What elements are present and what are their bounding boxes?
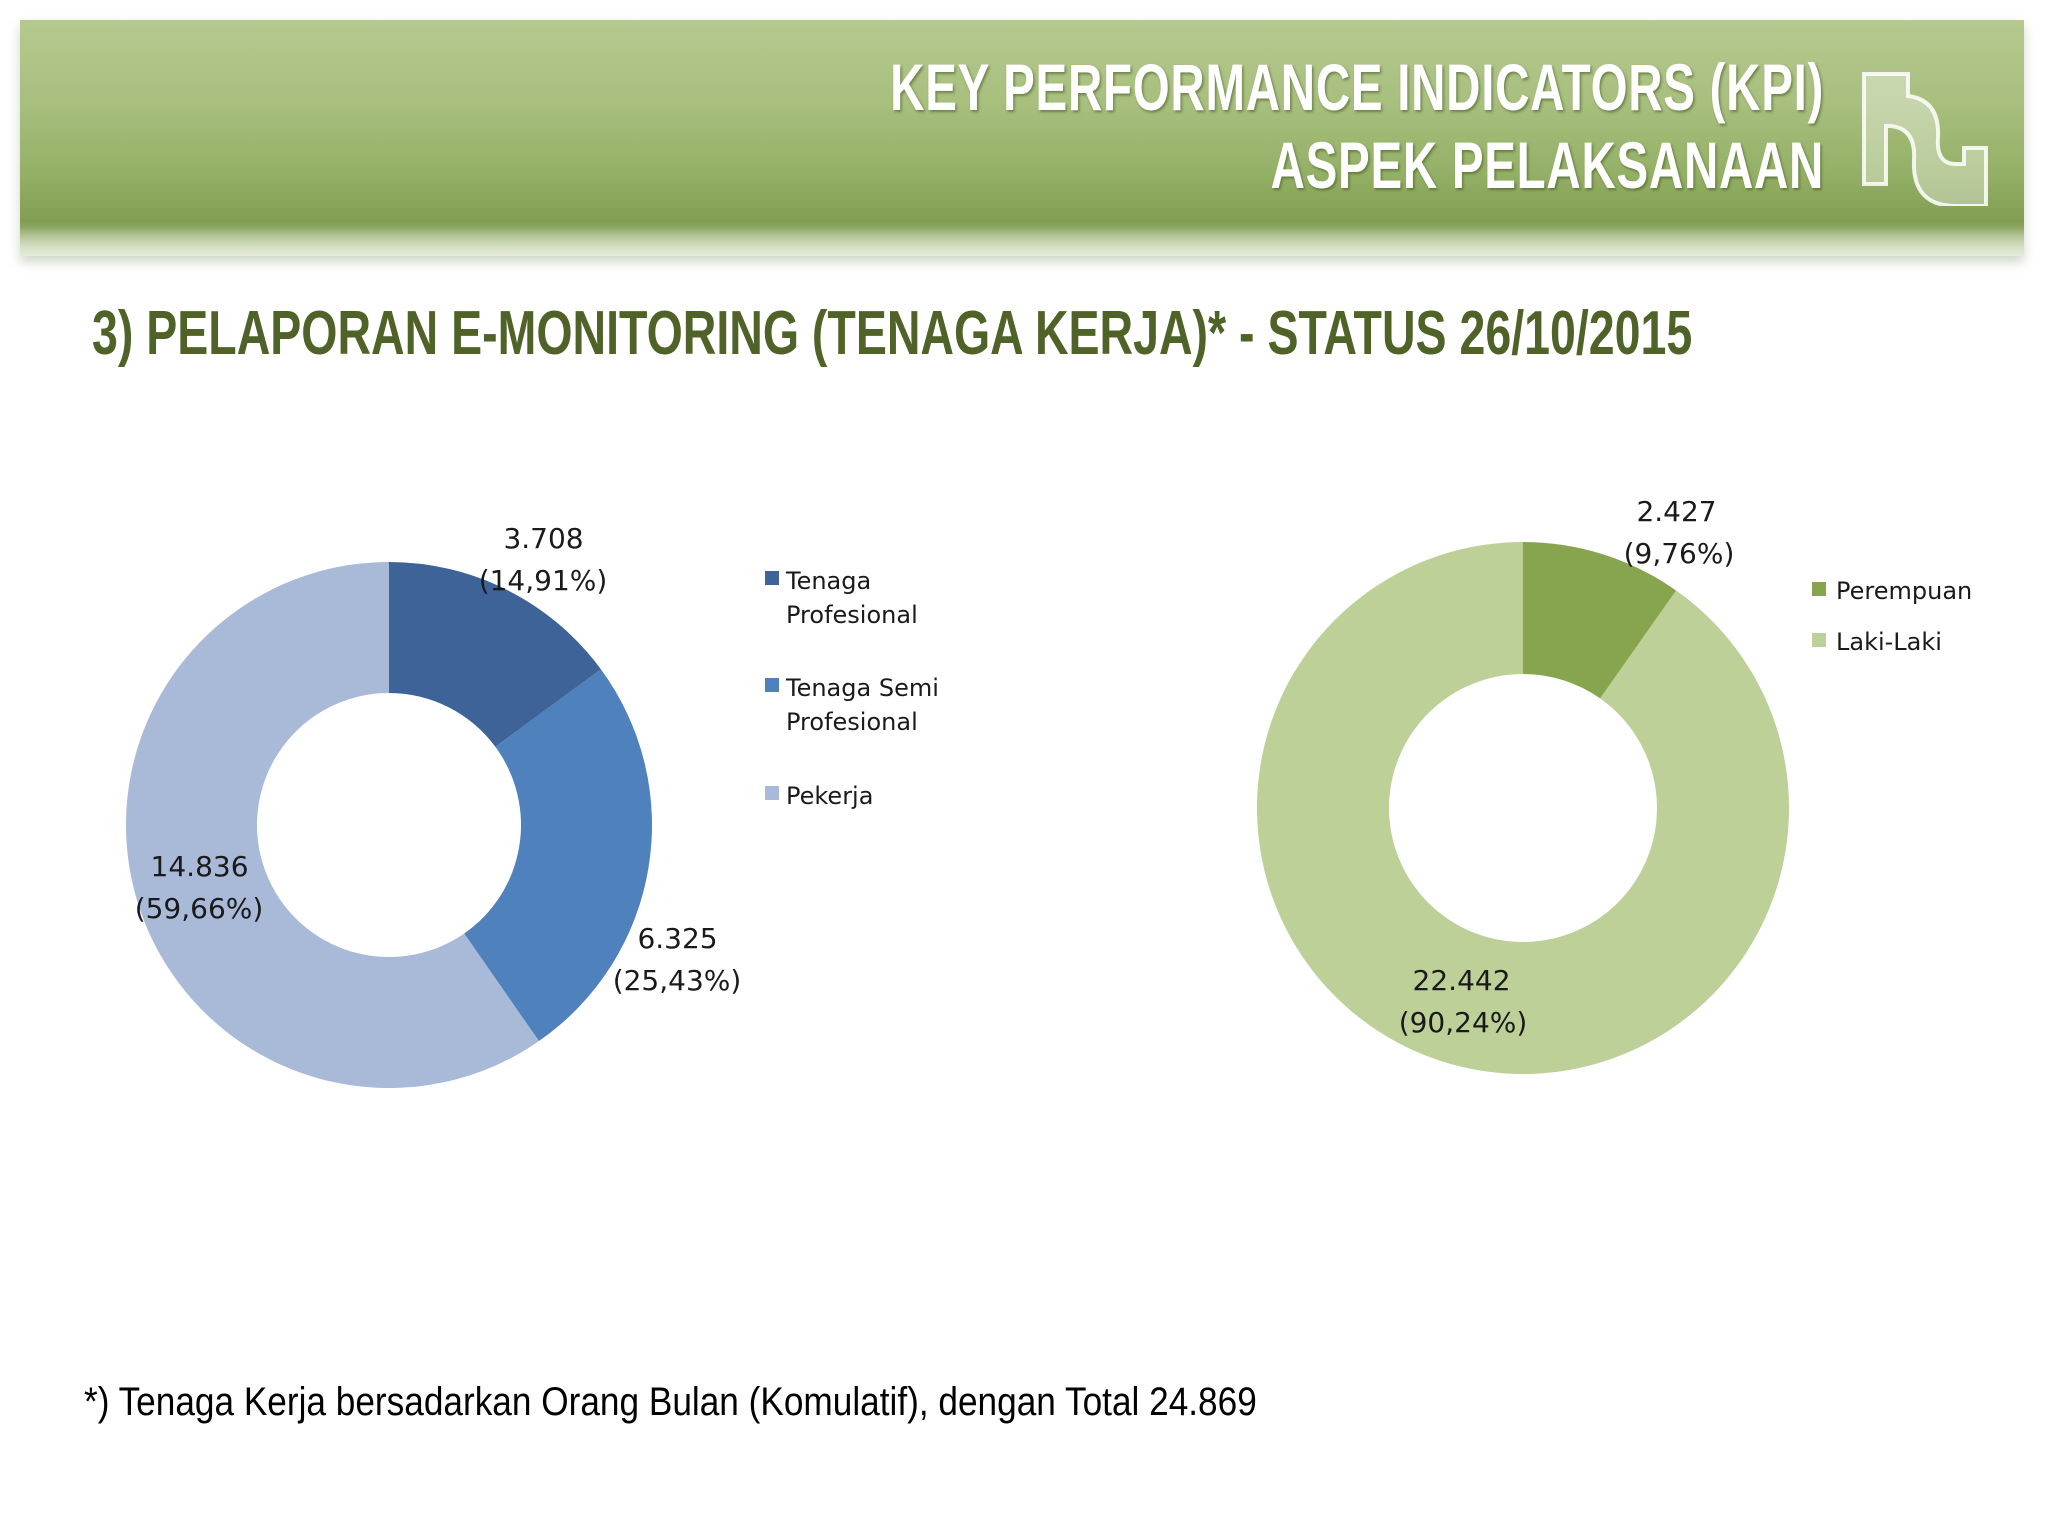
donut-slice-laki-laki — [1256, 542, 1789, 1074]
data-label-pekerja: 14.836 (59,66%) — [135, 850, 264, 925]
donut-slice-pekerja — [126, 561, 539, 1088]
legend-label-perempuan: Perempuan — [1836, 577, 1972, 605]
legend-label-pekerja: Pekerja — [786, 782, 873, 810]
legend-marker-laki-laki — [1812, 633, 1826, 647]
data-label-laki-laki: 22.442 (90,24%) — [1399, 964, 1528, 1039]
slide-subtitle: 3) PELAPORAN E-MONITORING (TENAGA KERJA)… — [92, 299, 1693, 368]
legend-marker-tenaga-profesional — [765, 571, 779, 585]
legend-label-tenaga-profesional: Tenaga Profesional — [785, 567, 918, 629]
legend-label-laki-laki: Laki-Laki — [1836, 628, 1942, 656]
footnote: *) Tenaga Kerja bersadarkan Orang Bulan … — [84, 1380, 1257, 1424]
title-line-1: KEY PERFORMANCE INDICATORS (KPI) — [890, 50, 1824, 124]
page-title: KEY PERFORMANCE INDICATORS (KPI) ASPEK P… — [890, 48, 1824, 204]
legend-label-tenaga-semi-profesional: Tenaga Semi Profesional — [785, 674, 947, 736]
title-line-2: ASPEK PELAKSANAAN — [1270, 128, 1824, 202]
legend-marker-perempuan — [1812, 582, 1826, 596]
legend-marker-tenaga-semi-profesional — [765, 678, 779, 692]
header-banner: KEY PERFORMANCE INDICATORS (KPI) ASPEK P… — [20, 20, 2024, 256]
donut-slice-tenaga-profesional — [389, 562, 601, 747]
data-label-tenaga-profesional: 3.708 (14,91%) — [479, 522, 608, 597]
data-label-tenaga-semi-profesional: 6.325 (25,43%) — [613, 922, 742, 997]
legend-marker-pekerja — [765, 786, 779, 800]
logo-icon — [1862, 72, 1988, 206]
donut-slice-perempuan — [1523, 542, 1677, 699]
data-label-perempuan: 2.427 (9,76%) — [1624, 495, 1735, 570]
donut-slice-tenaga-semi-profesional — [464, 669, 652, 1042]
